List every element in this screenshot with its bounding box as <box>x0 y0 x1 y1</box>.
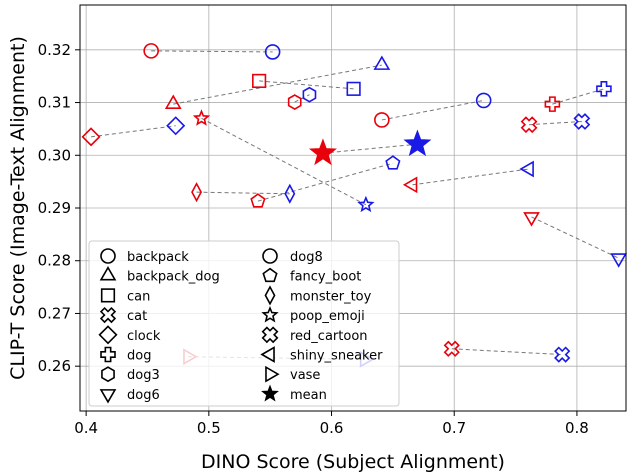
marker-red-cat <box>443 340 460 357</box>
marker-red-poop_emoji <box>192 109 211 126</box>
legend-marker-dog <box>100 346 116 363</box>
y-axis-label: CLIP-T Score (Image-Text Alignment) <box>7 36 29 380</box>
marker-blue-shiny_sneaker <box>519 160 534 178</box>
legend-label: dog8 <box>290 250 323 265</box>
legend-marker-poop_emoji <box>261 306 279 323</box>
marker-blue-backpack <box>264 44 281 60</box>
marker-blue-dog8 <box>475 92 492 109</box>
marker-blue-monster_toy <box>284 183 296 204</box>
y-tick-label: 0.29 <box>38 199 71 217</box>
marker-red-can <box>252 73 267 89</box>
pair-connector-fancy_boot <box>257 162 394 202</box>
pair-connector-shiny_sneaker <box>412 168 530 186</box>
marker-blue-red_cartoon <box>573 113 591 130</box>
legend-marker-mean <box>261 384 279 402</box>
marker-blue-clock <box>166 116 186 136</box>
legend-label: backpack_dog <box>127 270 220 285</box>
marker-blue-dog <box>596 81 612 97</box>
legend-marker-monster_toy <box>264 285 276 306</box>
marker-blue-mean <box>403 129 432 157</box>
legend-label: can <box>127 289 150 304</box>
legend-label: dog3 <box>127 368 160 383</box>
y-tick-label: 0.27 <box>38 304 71 322</box>
marker-red-red_cartoon <box>520 116 538 134</box>
pair-connector-backpack <box>151 50 273 53</box>
pair-connector-cat <box>451 348 563 356</box>
marker-red-backpack <box>143 43 159 59</box>
legend-marker-fancy_boot <box>262 267 278 283</box>
marker-red-dog <box>544 96 561 112</box>
legend-label: poop_emoji <box>290 309 365 324</box>
marker-blue-dog3 <box>302 86 317 103</box>
marker-red-mean <box>308 138 337 166</box>
legend-marker-can <box>100 288 116 303</box>
marker-red-dog3 <box>287 94 302 110</box>
y-tick-label: 0.32 <box>38 41 71 59</box>
x-tick-label: 0.7 <box>442 419 466 437</box>
pair-connector-clock <box>90 125 176 138</box>
legend-marker-dog8 <box>262 248 278 264</box>
legend-marker-vase <box>265 365 280 383</box>
legend-label: backpack <box>127 250 189 265</box>
marker-red-backpack_dog <box>164 94 182 109</box>
x-tick-label: 0.6 <box>320 419 344 437</box>
pair-connector-dog6 <box>531 216 619 259</box>
pair-connector-red_cartoon <box>529 121 582 126</box>
legend-marker-dog3 <box>101 366 115 383</box>
pair-connector-mean <box>322 143 418 154</box>
legend-label: shiny_sneaker <box>290 349 383 364</box>
legend-label: red_cartoon <box>290 329 368 344</box>
y-tick-label: 0.30 <box>38 146 71 164</box>
legend-marker-shiny_sneaker <box>260 346 275 363</box>
marker-red-monster_toy <box>191 182 203 203</box>
marker-blue-backpack_dog <box>373 55 391 70</box>
x-tick-label: 0.4 <box>74 419 98 437</box>
marker-red-fancy_boot <box>250 193 266 208</box>
marker-blue-dog6 <box>610 253 627 268</box>
legend-marker-clock <box>98 325 118 345</box>
marker-blue-poop_emoji <box>357 195 375 213</box>
marker-red-shiny_sneaker <box>402 176 418 194</box>
legend-label: vase <box>290 368 320 383</box>
marker-blue-cat <box>554 346 571 363</box>
legend-marker-cat <box>99 306 117 324</box>
x-tick-label: 0.5 <box>197 419 221 437</box>
legend-label: mean <box>290 388 327 403</box>
pair-connector-poop_emoji <box>201 117 367 206</box>
axis-ticks: 0.4 0.5 0.6 0.7 0.8 0.26 0.27 0.28 0.29 0.30 0.31 0… <box>38 41 589 437</box>
legend-label: dog <box>127 349 151 364</box>
legend-marker-backpack <box>100 248 116 264</box>
pair-connectors <box>90 50 619 360</box>
marker-blue-fancy_boot <box>385 155 401 170</box>
pair-connector-can <box>259 80 354 90</box>
pair-connector-dog3 <box>294 94 310 103</box>
y-tick-label: 0.28 <box>38 252 71 270</box>
marker-red-dog8 <box>374 112 390 128</box>
legend-label: fancy_boot <box>290 270 361 285</box>
legend-label: cat <box>127 309 147 324</box>
legend-label: dog6 <box>127 388 160 403</box>
legend-label: clock <box>127 329 161 344</box>
legend-marker-dog6 <box>99 389 117 404</box>
marker-blue-can <box>346 81 361 96</box>
legend-marker-red_cartoon <box>261 326 279 344</box>
data-markers <box>81 43 627 368</box>
legend-label: monster_toy <box>290 289 372 304</box>
pair-connector-monster_toy <box>196 191 290 195</box>
marker-red-clock <box>81 127 101 147</box>
y-tick-label: 0.26 <box>38 357 71 375</box>
legend-box <box>88 240 400 407</box>
x-axis-label: DINO Score (Subject Alignment) <box>201 451 505 473</box>
pair-connector-backpack_dog <box>173 64 382 105</box>
y-tick-label: 0.31 <box>38 94 71 112</box>
legend-marker-backpack_dog <box>99 266 117 281</box>
x-tick-label: 0.8 <box>565 419 589 437</box>
pair-connector-dog <box>552 88 605 105</box>
pair-connector-dog8 <box>381 99 484 121</box>
marker-red-dog6 <box>523 212 540 227</box>
